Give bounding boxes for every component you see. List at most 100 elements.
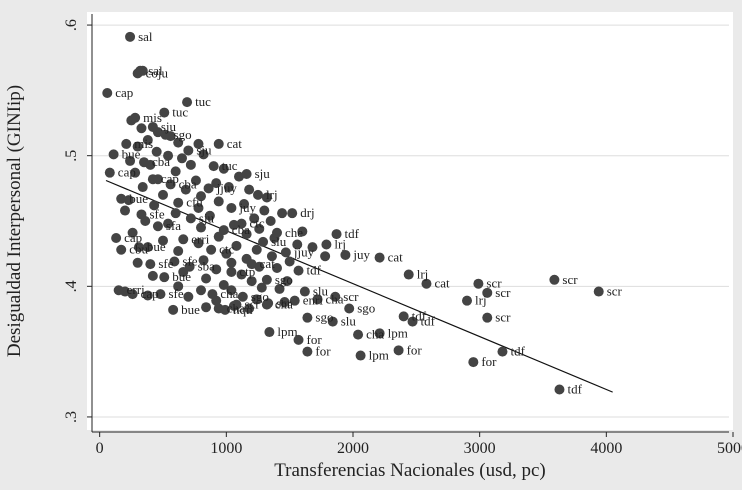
x-tick-label: 0 [96,440,104,457]
data-label: sfe [168,286,183,301]
data-point [127,289,138,300]
data-label: scr [343,289,359,304]
data-label: for [307,332,323,347]
data-label: slu [313,284,329,299]
data-point [142,290,153,301]
data-label: sgo [357,301,375,316]
data-point [241,168,252,179]
data-point [374,328,385,339]
data-point [208,161,219,172]
data-label: cha [227,301,245,316]
data-point [293,334,304,345]
y-tick-label: .5 [63,150,80,162]
data-label: sal [138,29,153,44]
data-point [482,312,493,323]
data-label: scr [276,295,292,310]
data-point [403,269,414,280]
data-label: sfa [166,218,181,233]
data-point [160,129,171,140]
data-label: sgo [251,289,269,304]
data-point [201,302,212,313]
data-point [198,255,209,266]
data-point [261,299,272,310]
y-tick-label: .6 [63,19,80,31]
data-label: cap [118,165,136,180]
data-label: sfe [158,256,173,271]
data-label: cat [434,276,450,291]
data-point [256,282,267,293]
data-label: cat [260,256,276,271]
data-point [170,208,181,219]
data-label: lrj [417,267,429,282]
data-point [196,222,206,233]
data-point [116,193,127,204]
data-point [132,257,143,268]
data-label: lrj [266,187,278,202]
data-label: ctc [250,216,265,231]
data-point [254,223,265,234]
data-label: for [315,344,331,359]
data-point [145,259,156,270]
data-point [327,316,338,327]
data-label: scr [495,285,511,300]
data-point [213,138,224,149]
data-point [180,184,191,195]
data-label: cba [152,154,170,169]
data-point [170,166,181,177]
data-point [165,179,176,190]
data-label: lpm [369,348,389,363]
data-point [462,295,472,306]
data-point [421,278,432,289]
data-point [152,221,163,232]
data-point [125,155,136,166]
data-label: tuc [195,94,211,109]
data-label: cap [124,230,142,245]
data-point [193,238,204,249]
data-point [265,216,276,226]
data-label: bue [147,239,166,254]
data-point [136,123,147,134]
data-point [274,283,285,294]
data-point [355,350,366,361]
data-point [185,213,196,224]
data-point [374,252,385,263]
data-point [226,202,237,213]
data-label: sgo [275,272,293,287]
data-point [231,299,242,310]
data-point [190,175,201,186]
data-label: scr [244,297,260,312]
data-label: cbu [129,242,148,257]
data-point [246,276,257,287]
data-point [272,227,282,238]
data-point [473,278,484,289]
data-label: bue [122,146,141,161]
data-label: tdf [307,263,322,278]
data-point [239,199,250,210]
y-axis-title: Desigualdad Interpersonal (GINIip) [4,85,25,357]
data-point [211,178,222,189]
data-label: erri [127,282,145,297]
data-label: erri [191,231,209,246]
data-point [158,235,168,246]
data-label: cap [115,85,133,100]
axes [91,14,729,433]
data-point [204,210,215,221]
data-point [468,357,479,368]
plot-area [87,12,733,430]
data-point [163,218,174,229]
data-point [287,208,298,219]
data-label: sju [161,119,177,134]
data-point [130,167,141,178]
data-label: lrj [334,237,346,252]
data-point [133,242,144,253]
data-point [130,112,141,123]
data-point [132,68,143,79]
data-point [237,291,248,302]
data-point [258,236,269,247]
data-point [198,149,209,160]
data-point [299,286,310,297]
data-label: for [407,342,423,357]
data-label: cat [388,250,404,265]
